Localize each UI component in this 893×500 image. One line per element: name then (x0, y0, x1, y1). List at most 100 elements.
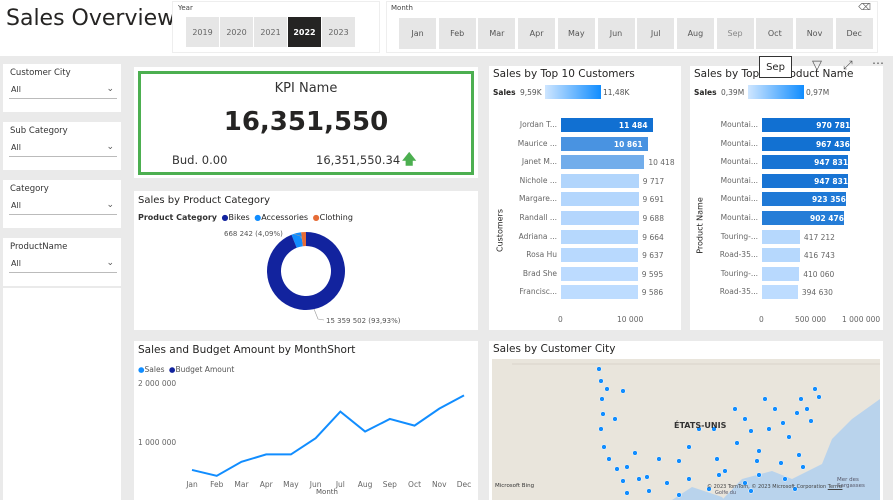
month-tile-apr[interactable]: Apr (518, 18, 556, 49)
year-tile-2019[interactable]: 2019 (186, 17, 219, 47)
map-city-bubble[interactable] (756, 448, 762, 454)
map-city-bubble[interactable] (800, 464, 806, 470)
category-dropdown[interactable]: All ⌄ (9, 197, 117, 215)
map-city-bubble[interactable] (808, 418, 814, 424)
year-tile-2020[interactable]: 2020 (220, 17, 253, 47)
map-city-bubble[interactable] (686, 444, 692, 450)
map-city-bubble[interactable] (676, 492, 682, 498)
map-city-bubble[interactable] (676, 458, 682, 464)
sub-category-dropdown[interactable]: All ⌄ (9, 139, 117, 157)
month-tile-dec[interactable]: Dec (835, 18, 873, 49)
map-city-bubble[interactable] (804, 406, 810, 412)
more-options-icon[interactable]: ⋯ (872, 56, 884, 70)
map-city-bubble[interactable] (742, 416, 748, 422)
bar[interactable] (561, 118, 653, 132)
map-city-bubble[interactable] (624, 464, 630, 470)
map-city-bubble[interactable] (612, 416, 618, 422)
bar[interactable] (762, 173, 849, 188)
map-city-bubble[interactable] (794, 410, 800, 416)
bar[interactable] (762, 248, 800, 263)
year-tile-2022[interactable]: 2022 (288, 17, 321, 47)
bar[interactable] (561, 285, 638, 300)
map-city-bubble[interactable] (599, 396, 605, 402)
map-city-bubble[interactable] (786, 434, 792, 440)
map-city-bubble[interactable] (620, 388, 626, 394)
map-city-bubble[interactable] (706, 486, 712, 492)
map-terms-link[interactable]: Terms (827, 484, 843, 490)
map-city-bubble[interactable] (606, 456, 612, 462)
bar[interactable] (561, 229, 639, 244)
map-city-bubble[interactable] (762, 396, 768, 402)
map-city-bubble[interactable] (624, 490, 630, 496)
bar[interactable] (561, 173, 639, 188)
bar[interactable] (762, 155, 849, 170)
map-city-bubble[interactable] (696, 426, 702, 432)
bar[interactable] (762, 285, 798, 300)
bar[interactable] (561, 248, 639, 263)
bar[interactable] (561, 155, 645, 170)
map-city-bubble[interactable] (644, 474, 650, 480)
map-city-bubble[interactable] (598, 378, 604, 384)
month-tile-sep[interactable]: Sep (716, 18, 754, 49)
bar[interactable] (561, 136, 648, 151)
donut-slice-clothing[interactable] (301, 232, 306, 247)
bar[interactable] (762, 136, 850, 151)
month-tile-aug[interactable]: Aug (676, 18, 714, 49)
map-city-bubble[interactable] (686, 476, 692, 482)
map-city-bubble[interactable] (732, 406, 738, 412)
customer-city-dropdown[interactable]: All ⌄ (9, 81, 117, 99)
bar[interactable] (762, 229, 800, 244)
month-tile-nov[interactable]: Nov (796, 18, 833, 49)
bar[interactable] (762, 266, 800, 281)
bar[interactable] (762, 211, 845, 225)
map-city-bubble[interactable] (620, 478, 626, 484)
bar[interactable] (561, 192, 639, 207)
map-city-bubble[interactable] (596, 366, 602, 372)
map-city-bubble[interactable] (664, 480, 670, 486)
map-city-bubble[interactable] (632, 450, 638, 456)
donut-slice-bikes[interactable] (267, 232, 345, 310)
map-city-bubble[interactable] (604, 386, 610, 392)
map-city-bubble[interactable] (716, 472, 722, 478)
month-tile-mar[interactable]: Mar (478, 18, 516, 49)
map-city-bubble[interactable] (714, 456, 720, 462)
map-city-bubble[interactable] (816, 394, 822, 400)
map-city-bubble[interactable] (756, 472, 762, 478)
month-tile-jan[interactable]: Jan (399, 18, 436, 49)
map-city-bubble[interactable] (778, 460, 784, 466)
map-city-bubble[interactable] (766, 426, 772, 432)
map-city-bubble[interactable] (754, 458, 760, 464)
month-tile-oct[interactable]: Oct (756, 18, 794, 49)
map-city-bubble[interactable] (646, 488, 652, 494)
map-city-bubble[interactable] (772, 406, 778, 412)
map-city-bubble[interactable] (598, 426, 604, 432)
bar[interactable] (762, 118, 851, 132)
map-city-bubble[interactable] (600, 411, 606, 417)
focus-mode-icon[interactable]: ⤢ (843, 58, 853, 72)
bar[interactable] (561, 266, 638, 281)
map-city-bubble[interactable] (656, 456, 662, 462)
month-tile-feb[interactable]: Feb (438, 18, 476, 49)
map-city-bubble[interactable] (796, 452, 802, 458)
map-city-bubble[interactable] (782, 476, 788, 482)
map-city-bubble[interactable] (742, 480, 748, 486)
map-city-bubble[interactable] (748, 428, 754, 434)
map-city-bubble[interactable] (614, 466, 620, 472)
map-city-bubble[interactable] (792, 486, 798, 492)
sales-line[interactable] (191, 394, 465, 477)
bar[interactable] (561, 211, 639, 225)
filter-icon[interactable]: ▽ (812, 58, 822, 73)
year-tile-2023[interactable]: 2023 (322, 17, 355, 47)
map-city-bubble[interactable] (748, 488, 754, 494)
map-city-bubble[interactable] (722, 468, 728, 474)
map-city-bubble[interactable] (812, 386, 818, 392)
map-canvas[interactable] (492, 359, 880, 500)
year-tile-2021[interactable]: 2021 (254, 17, 287, 47)
month-tile-jul[interactable]: Jul (637, 18, 675, 49)
map-city-bubble[interactable] (601, 444, 607, 450)
month-tile-jun[interactable]: Jun (597, 18, 635, 49)
product-name-dropdown[interactable]: All ⌄ (9, 255, 117, 273)
map-city-bubble[interactable] (798, 396, 804, 402)
map-city-bubble[interactable] (711, 426, 717, 432)
map-city-bubble[interactable] (734, 440, 740, 446)
